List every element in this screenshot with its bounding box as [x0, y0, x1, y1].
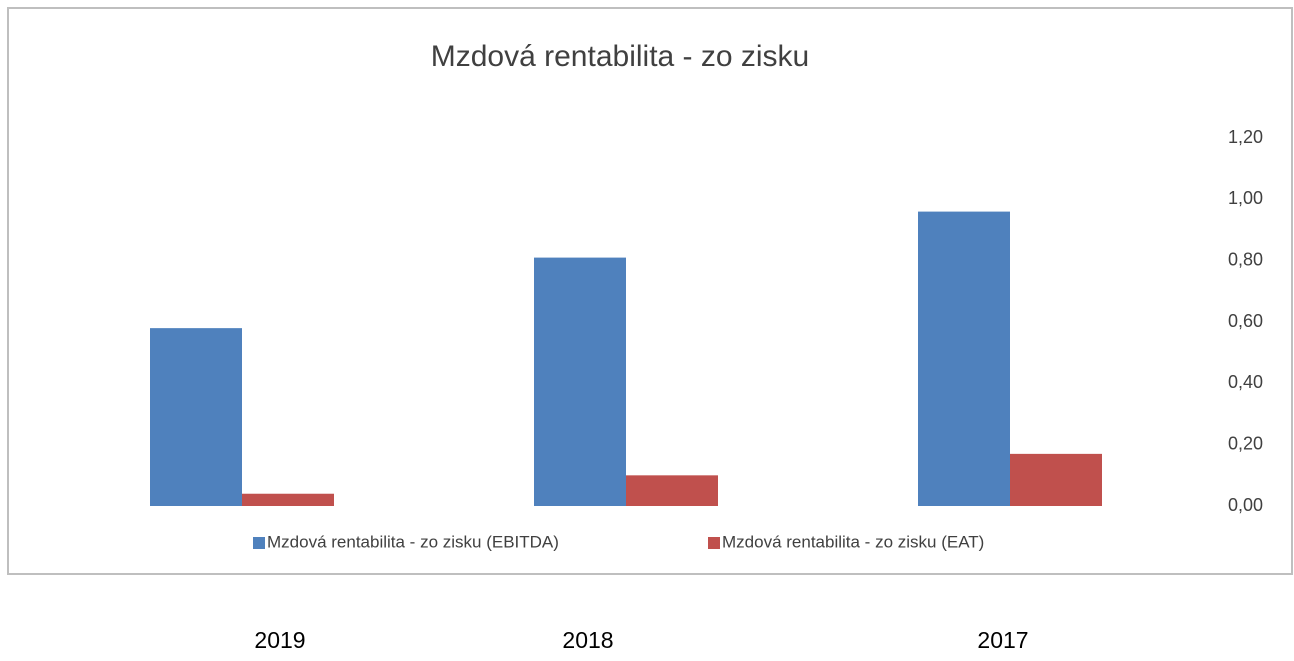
bar: [626, 475, 718, 506]
y-tick-label: 0,60: [1228, 311, 1263, 331]
y-tick-label: 0,40: [1228, 372, 1263, 392]
y-tick-label: 0,80: [1228, 249, 1263, 269]
bar: [242, 493, 334, 506]
y-tick-label: 1,00: [1228, 188, 1263, 208]
bar: [1010, 453, 1102, 506]
chart-title: Mzdová rentabilita - zo zisku: [431, 40, 810, 73]
x-tick-label: 2018: [562, 627, 613, 653]
bar: [150, 328, 242, 506]
legend-swatch: [253, 537, 265, 549]
y-tick-label: 0,20: [1228, 433, 1263, 453]
bar: [534, 257, 626, 506]
x-tick-label: 2017: [977, 627, 1028, 653]
x-tick-label: 2019: [254, 627, 305, 653]
y-tick-label: 0,00: [1228, 495, 1263, 515]
legend-swatch: [708, 537, 720, 549]
y-tick-label: 1,20: [1228, 127, 1263, 147]
legend-label: Mzdová rentabilita - zo zisku (EBITDA): [267, 532, 559, 551]
legend-label: Mzdová rentabilita - zo zisku (EAT): [722, 532, 984, 551]
bar: [918, 211, 1010, 506]
